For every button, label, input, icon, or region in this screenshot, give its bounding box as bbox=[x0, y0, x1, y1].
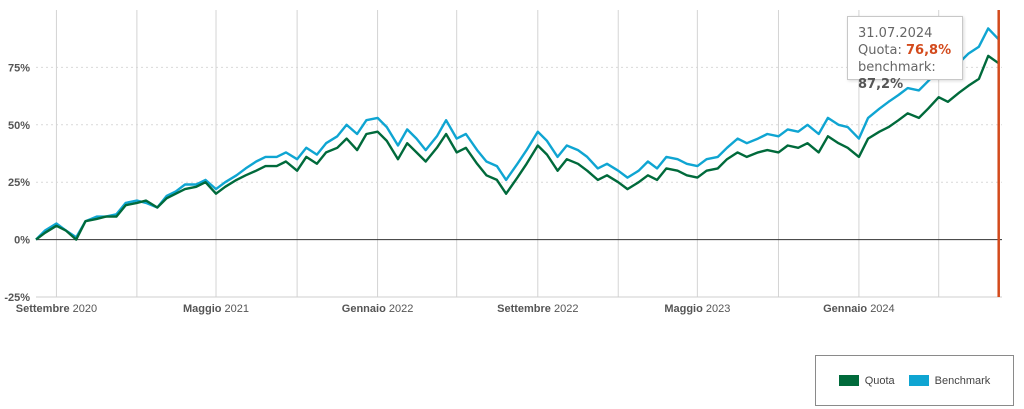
tooltip-benchmark-row: benchmark: 87,2% bbox=[858, 59, 962, 93]
x-tick-year: 2023 bbox=[706, 303, 730, 315]
tooltip-quota-row: Quota: 76,8% bbox=[858, 42, 962, 59]
y-tick-label: 25% bbox=[8, 177, 30, 189]
x-tick-label: Settembre 2022 bbox=[497, 303, 578, 315]
x-tick-label: Settembre 2020 bbox=[16, 303, 97, 315]
tooltip-quota-label: Quota: bbox=[858, 43, 907, 58]
legend-swatch-benchmark bbox=[908, 375, 929, 386]
x-tick-label: Maggio 2023 bbox=[664, 303, 730, 315]
x-tick-month: Settembre bbox=[497, 303, 554, 315]
series-line-benchmark bbox=[35, 27, 1000, 241]
x-tick-month: Gennaio bbox=[342, 303, 389, 315]
x-gridlines bbox=[55, 10, 940, 297]
x-tick-year: 2022 bbox=[554, 303, 578, 315]
x-tick-month: Maggio bbox=[183, 303, 225, 315]
x-tick-month: Maggio bbox=[664, 303, 706, 315]
legend-label-quota: Quota bbox=[864, 374, 895, 387]
y-tick-label: 50% bbox=[8, 120, 30, 132]
legend-label-benchmark: Benchmark bbox=[934, 374, 991, 387]
chart-legend: Quota Benchmark bbox=[815, 355, 1014, 406]
hover-tooltip: 31.07.2024 Quota: 76,8% benchmark: 87,2% bbox=[847, 16, 963, 92]
tooltip-quota-value: 76,8% bbox=[906, 43, 952, 58]
y-tick-label: -25% bbox=[4, 292, 30, 304]
y-axis-ticks: -25% 0% 25% 50% 75% bbox=[4, 62, 30, 304]
legend-item-quota[interactable]: Quota bbox=[838, 374, 895, 387]
x-tick-year: 2024 bbox=[870, 303, 894, 315]
x-tick-label: Gennaio 2024 bbox=[823, 303, 895, 315]
tooltip-benchmark-label: benchmark: bbox=[858, 60, 936, 75]
tooltip-benchmark-value: 87,2% bbox=[858, 77, 904, 92]
y-tick-label: 75% bbox=[8, 62, 30, 74]
legend-item-benchmark[interactable]: Benchmark bbox=[908, 374, 991, 387]
series-line-quota bbox=[35, 54, 1000, 241]
x-tick-label: Gennaio 2022 bbox=[342, 303, 414, 315]
tooltip-date: 31.07.2024 bbox=[858, 26, 933, 41]
x-tick-month: Gennaio bbox=[823, 303, 870, 315]
series-lines bbox=[35, 27, 1000, 241]
x-tick-year: 2020 bbox=[73, 303, 97, 315]
y-gridlines bbox=[36, 66, 1002, 298]
x-axis-ticks: Settembre 2020 Maggio 2021 Gennaio 2022 Set… bbox=[16, 303, 895, 315]
legend-swatch-quota bbox=[838, 375, 859, 386]
y-tick-label: 0% bbox=[14, 235, 30, 247]
x-tick-year: 2021 bbox=[225, 303, 249, 315]
x-tick-year: 2022 bbox=[389, 303, 413, 315]
x-tick-month: Settembre bbox=[16, 303, 73, 315]
x-tick-label: Maggio 2021 bbox=[183, 303, 249, 315]
